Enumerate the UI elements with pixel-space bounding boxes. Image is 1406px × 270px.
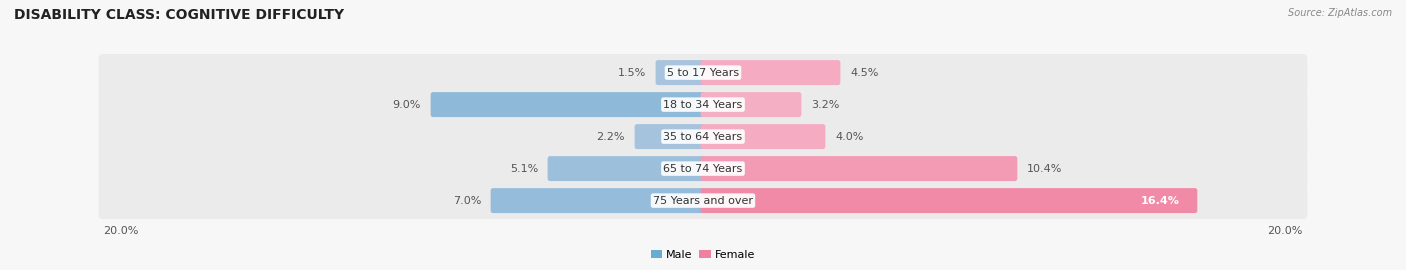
FancyBboxPatch shape	[700, 60, 841, 85]
Text: 20.0%: 20.0%	[103, 225, 138, 235]
FancyBboxPatch shape	[430, 92, 706, 117]
FancyBboxPatch shape	[98, 118, 1308, 155]
Text: 18 to 34 Years: 18 to 34 Years	[664, 100, 742, 110]
Text: 65 to 74 Years: 65 to 74 Years	[664, 164, 742, 174]
FancyBboxPatch shape	[98, 182, 1308, 219]
FancyBboxPatch shape	[547, 156, 706, 181]
FancyBboxPatch shape	[98, 86, 1308, 123]
Text: 5.1%: 5.1%	[510, 164, 538, 174]
Text: 20.0%: 20.0%	[1268, 225, 1303, 235]
Text: 35 to 64 Years: 35 to 64 Years	[664, 131, 742, 141]
Text: Source: ZipAtlas.com: Source: ZipAtlas.com	[1288, 8, 1392, 18]
FancyBboxPatch shape	[655, 60, 706, 85]
Text: 9.0%: 9.0%	[392, 100, 420, 110]
Text: 5 to 17 Years: 5 to 17 Years	[666, 68, 740, 77]
Text: 4.0%: 4.0%	[835, 131, 863, 141]
FancyBboxPatch shape	[98, 54, 1308, 91]
Text: 3.2%: 3.2%	[811, 100, 839, 110]
FancyBboxPatch shape	[98, 150, 1308, 187]
FancyBboxPatch shape	[700, 188, 1198, 213]
Text: 75 Years and over: 75 Years and over	[652, 195, 754, 205]
Text: 7.0%: 7.0%	[453, 195, 481, 205]
Text: DISABILITY CLASS: COGNITIVE DIFFICULTY: DISABILITY CLASS: COGNITIVE DIFFICULTY	[14, 8, 344, 22]
FancyBboxPatch shape	[700, 124, 825, 149]
FancyBboxPatch shape	[700, 156, 1018, 181]
Text: 2.2%: 2.2%	[596, 131, 626, 141]
Text: 1.5%: 1.5%	[617, 68, 645, 77]
FancyBboxPatch shape	[634, 124, 706, 149]
Legend: Male, Female: Male, Female	[647, 245, 759, 264]
FancyBboxPatch shape	[700, 92, 801, 117]
FancyBboxPatch shape	[491, 188, 706, 213]
Text: 10.4%: 10.4%	[1026, 164, 1063, 174]
Text: 4.5%: 4.5%	[851, 68, 879, 77]
Text: 16.4%: 16.4%	[1142, 195, 1180, 205]
